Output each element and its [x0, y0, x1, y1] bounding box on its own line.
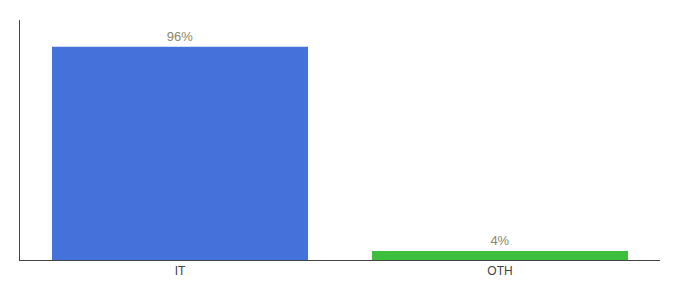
svg-text:4%: 4% [490, 233, 509, 248]
svg-text:96%: 96% [167, 29, 193, 44]
svg-text:OTH: OTH [487, 264, 512, 278]
svg-text:IT: IT [175, 264, 186, 278]
